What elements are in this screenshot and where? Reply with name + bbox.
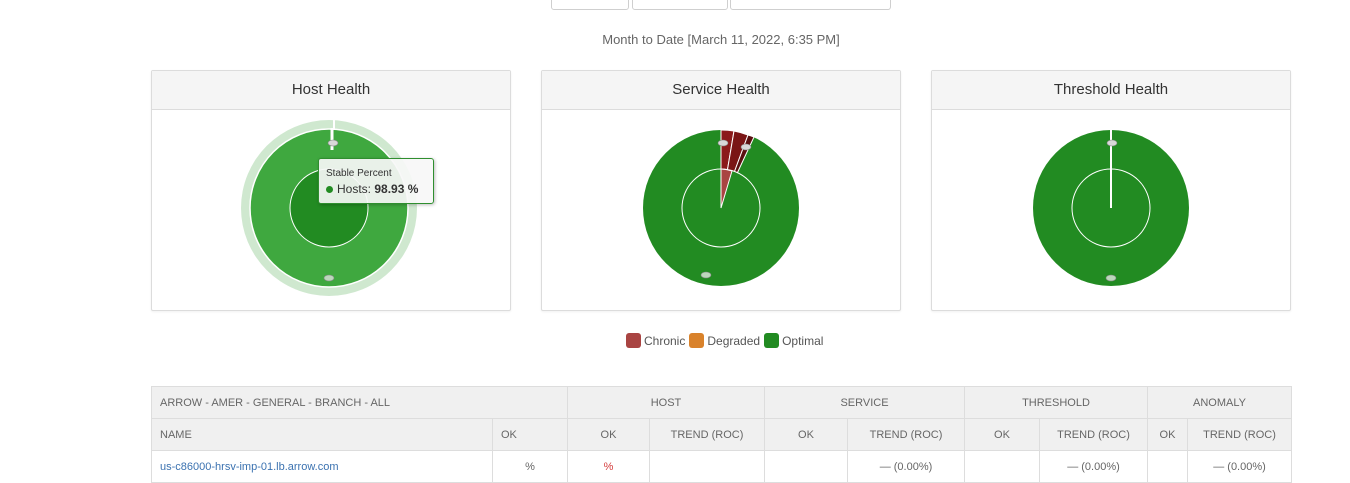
anomaly-group-header: ANOMALY bbox=[1146, 386, 1293, 419]
chart-legend: Chronic Degraded Optimal bbox=[626, 333, 827, 348]
drag-handle-icon[interactable] bbox=[327, 139, 339, 147]
threshold-group-header: THRESHOLD bbox=[964, 386, 1148, 419]
chronic-inner-slice[interactable] bbox=[720, 168, 733, 209]
series-dot-icon bbox=[326, 186, 333, 193]
host-ok-header[interactable]: OK bbox=[567, 418, 650, 451]
legend-item-chronic[interactable]: Chronic bbox=[626, 333, 685, 348]
report-subtitle: Month to Date [March 11, 2022, 6:35 PM] bbox=[602, 32, 840, 47]
ok-column-header[interactable]: OK bbox=[492, 418, 568, 451]
threshold-ok-header[interactable]: OK bbox=[964, 418, 1040, 451]
anomaly-ok-header[interactable]: OK bbox=[1147, 418, 1188, 451]
optimal-swatch bbox=[764, 333, 780, 348]
threshold-health-chart bbox=[1033, 130, 1189, 286]
legend-label: Degraded bbox=[707, 333, 761, 348]
toolbar-button-2[interactable] bbox=[632, 0, 728, 10]
anomaly-trend-header[interactable]: TREND (ROC) bbox=[1186, 418, 1293, 451]
legend-label: Chronic bbox=[644, 333, 686, 348]
tooltip-title: Stable Percent bbox=[326, 168, 392, 179]
tooltip-value: 98.93 % bbox=[374, 182, 419, 196]
drag-handle-icon[interactable] bbox=[717, 139, 729, 147]
legend-item-optimal[interactable]: Optimal bbox=[764, 333, 823, 348]
host-trend-header[interactable]: TREND (ROC) bbox=[649, 418, 765, 451]
service-trend-header[interactable]: TREND (ROC) bbox=[847, 418, 965, 451]
threshold-health-card: Threshold Health bbox=[931, 70, 1291, 311]
drag-handle-icon[interactable] bbox=[1106, 139, 1118, 147]
service-ok-header[interactable]: OK bbox=[764, 418, 848, 451]
drag-handle-icon[interactable] bbox=[323, 274, 335, 282]
drag-handle-icon[interactable] bbox=[740, 143, 752, 151]
card-title: Host Health bbox=[152, 71, 510, 110]
legend-item-degraded[interactable]: Degraded bbox=[689, 333, 760, 348]
toolbar-button-1[interactable] bbox=[551, 0, 629, 10]
drag-handle-icon[interactable] bbox=[1105, 274, 1117, 282]
name-column-header[interactable]: NAME bbox=[151, 418, 493, 451]
threshold-trend-header[interactable]: TREND (ROC) bbox=[1039, 418, 1148, 451]
tooltip-series: Hosts: bbox=[337, 182, 372, 196]
card-title: Service Health bbox=[542, 71, 900, 110]
host-group-header: HOST bbox=[567, 386, 765, 419]
card-title: Threshold Health bbox=[932, 71, 1290, 110]
chart-tooltip: Stable Percent Hosts: 98.93 % bbox=[318, 158, 434, 204]
toolbar-button-3[interactable] bbox=[730, 0, 891, 10]
service-health-card: Service Health bbox=[541, 70, 901, 311]
degraded-swatch bbox=[689, 333, 705, 348]
drag-handle-icon[interactable] bbox=[700, 271, 712, 279]
host-health-chart bbox=[241, 120, 417, 296]
table-column-header-row: NAME OK OK TREND (ROC) OK TREND (ROC) OK… bbox=[151, 418, 1293, 451]
service-health-chart bbox=[643, 129, 799, 286]
health-table: ARROW - AMER - GENERAL - BRANCH - ALL HO… bbox=[151, 386, 1293, 483]
host-health-card: Host Health Stable Percent Hosts: 98.93 … bbox=[151, 70, 511, 311]
table-group-header-row: ARROW - AMER - GENERAL - BRANCH - ALL HO… bbox=[151, 386, 1293, 419]
group-label: ARROW - AMER - GENERAL - BRANCH - ALL bbox=[151, 386, 568, 419]
chronic-swatch bbox=[626, 333, 641, 348]
service-group-header: SERVICE bbox=[764, 386, 965, 419]
legend-label: Optimal bbox=[782, 333, 824, 348]
